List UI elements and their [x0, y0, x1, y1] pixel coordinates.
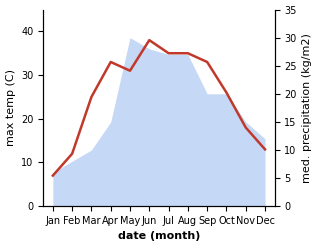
Y-axis label: max temp (C): max temp (C) [5, 69, 16, 146]
X-axis label: date (month): date (month) [118, 231, 200, 242]
Y-axis label: med. precipitation (kg/m2): med. precipitation (kg/m2) [302, 33, 313, 183]
